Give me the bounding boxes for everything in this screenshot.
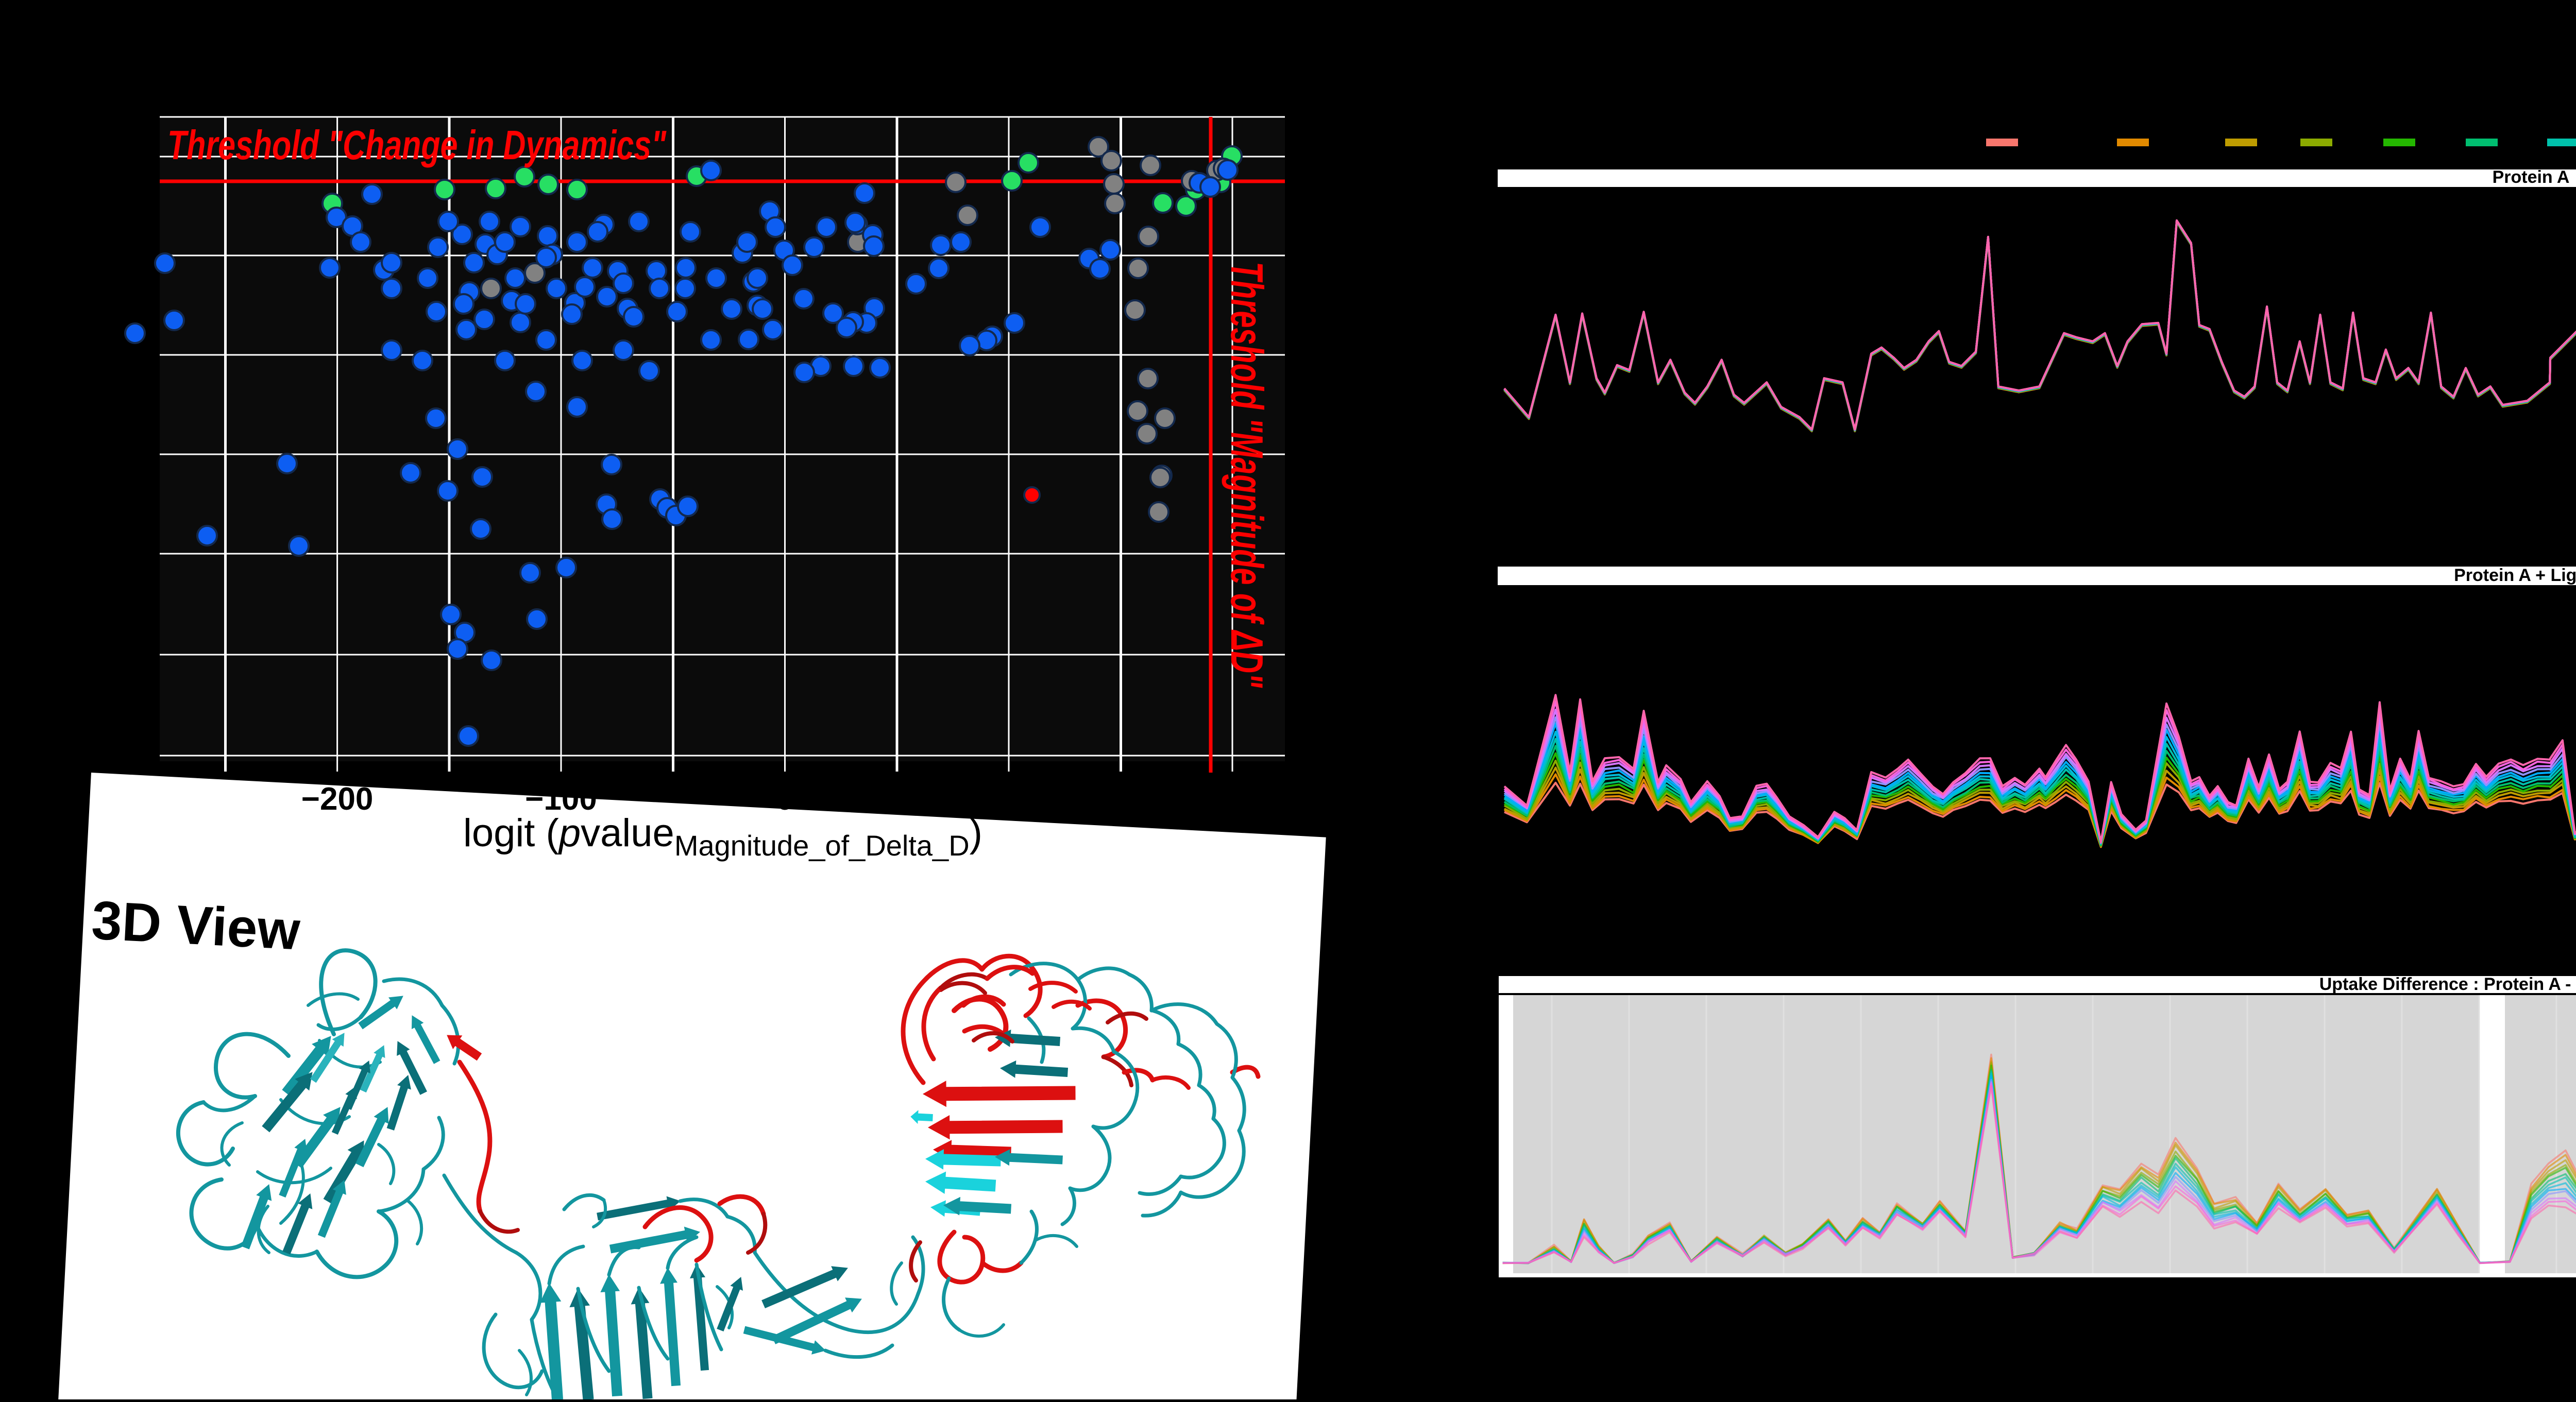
- svg-text:Protein A + Ligand: Protein A + Ligand: [2454, 566, 2576, 585]
- svg-text:200: 200: [1206, 781, 1259, 817]
- svg-text:Threshold "Magnitude of ΔD": Threshold "Magnitude of ΔD": [1222, 262, 1273, 688]
- svg-text:0: 0: [776, 781, 793, 817]
- svg-text:Protein A: Protein A: [2493, 167, 2570, 187]
- svg-text:−100: −100: [525, 781, 597, 817]
- svg-text:3D View: 3D View: [90, 890, 302, 962]
- svg-text:Uptake Difference : Protein A: Uptake Difference : Protein A - (Protein…: [2319, 974, 2576, 994]
- svg-text:−200: −200: [301, 781, 374, 817]
- svg-text:Threshold "Change in Dynamics": Threshold "Change in Dynamics": [167, 122, 667, 168]
- svg-text:100: 100: [982, 781, 1035, 817]
